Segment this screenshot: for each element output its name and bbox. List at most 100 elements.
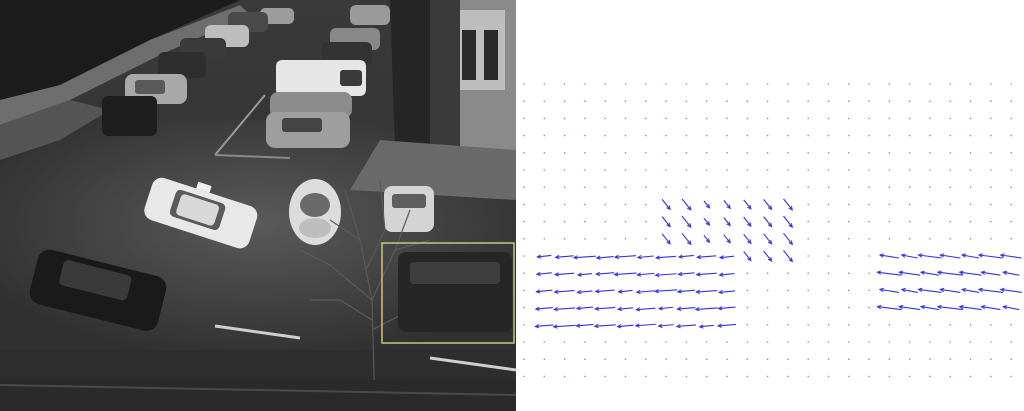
flow-grid-dot: [827, 375, 830, 378]
flow-grid-dot: [685, 341, 688, 343]
flow-grid-dot: [908, 324, 911, 326]
flow-grid-dot: [563, 186, 566, 188]
flow-grid-dot: [746, 358, 749, 361]
flow-grid-dot: [888, 186, 891, 188]
flow-grid-dot: [1010, 203, 1012, 206]
flow-grid-dot: [563, 375, 566, 378]
flow-grid-dot: [1010, 358, 1012, 361]
flow-grid-dot: [766, 117, 769, 120]
flow-grid-dot: [990, 341, 992, 343]
flow-grid-dot: [1010, 341, 1012, 343]
flow-grid-dot: [787, 134, 789, 137]
flow-grid-dot: [1010, 186, 1012, 188]
flow-grid-dot: [523, 203, 525, 206]
flow-grid-dot: [685, 100, 688, 102]
flow-grid-dot: [766, 134, 769, 137]
flow-grid-dot: [766, 100, 769, 102]
flow-grid-dot: [523, 272, 525, 275]
flow-vector-right: [939, 287, 961, 293]
flow-vector-middle: [723, 217, 731, 227]
flow-vector-right: [936, 304, 963, 311]
flow-vector-right: [876, 304, 902, 311]
flow-grid-dot: [746, 152, 749, 154]
flow-grid-dot: [766, 358, 769, 361]
flow-grid-dot: [523, 358, 525, 361]
flow-grid-dot: [787, 341, 789, 343]
flow-grid-dot: [766, 324, 769, 326]
flow-grid-dot: [523, 306, 525, 309]
flow-grid-dot: [746, 324, 749, 326]
flow-grid-dot: [908, 341, 911, 343]
flow-grid-dot: [908, 220, 911, 223]
flow-grid-dot: [746, 375, 749, 378]
flow-grid-dot: [868, 203, 870, 206]
flow-vector-middle: [661, 216, 671, 228]
flow-grid-dot: [929, 220, 931, 223]
flow-vector-left: [535, 289, 553, 294]
flow-vector-right: [960, 287, 980, 293]
flow-grid-dot: [766, 272, 769, 275]
flow-grid-dot: [1010, 83, 1012, 85]
flow-grid-dot: [888, 83, 891, 85]
flow-grid-dot: [685, 117, 688, 120]
flow-grid-dot: [827, 100, 830, 102]
flow-grid-dot: [624, 83, 627, 85]
flow-grid-dot: [726, 134, 728, 137]
flow-grid-dot: [827, 134, 830, 137]
flow-grid-dot: [665, 100, 667, 102]
flow-grid-dot: [848, 134, 850, 137]
flow-grid-dot: [665, 186, 667, 188]
flow-grid-dot: [848, 100, 850, 102]
flow-grid-dot: [746, 83, 749, 85]
flow-grid-dot: [908, 186, 911, 188]
flow-grid-dot: [969, 341, 972, 343]
flow-vector-right: [898, 270, 921, 276]
flow-grid-dot: [969, 238, 972, 240]
flow-grid-dot: [827, 324, 830, 326]
flow-grid-dot: [543, 152, 546, 154]
flow-grid-dot: [848, 324, 850, 326]
flow-grid-dot: [645, 238, 647, 240]
flow-grid-dot: [624, 152, 627, 154]
flow-grid-dot: [604, 152, 606, 154]
flow-grid-dot: [787, 186, 789, 188]
flow-grid-dot: [584, 83, 586, 85]
flow-grid-dot: [807, 134, 809, 137]
flow-grid-dot: [543, 341, 546, 343]
flow-grid-dot: [523, 220, 525, 223]
flow-vector-middle: [743, 199, 752, 210]
flow-vector-left: [695, 272, 717, 277]
flow-vector-right: [999, 253, 1022, 259]
flow-vector-right: [977, 253, 1003, 259]
flow-vector-left: [552, 324, 576, 329]
flow-vector-left: [553, 272, 575, 277]
flow-vector-left: [594, 289, 615, 294]
flow-grid-dot: [705, 169, 708, 171]
flow-grid-dot: [807, 238, 809, 240]
flow-vector-right: [939, 253, 961, 259]
flow-grid-dot: [807, 341, 809, 343]
flow-vectors: [534, 198, 1022, 329]
flow-vector-left: [677, 271, 695, 277]
flow-grid-dot: [969, 324, 972, 326]
flow-grid-dot: [604, 100, 606, 102]
flow-grid-dot: [908, 134, 911, 137]
flow-grid-dot: [929, 186, 931, 188]
flow-grid-dot: [624, 203, 627, 206]
flow-grid-dot: [543, 358, 546, 361]
flow-grid-dot: [827, 220, 830, 223]
flow-vector-left: [695, 289, 718, 295]
flow-grid-dot: [949, 324, 952, 326]
flow-vector-middle: [681, 232, 692, 246]
flow-grid-dot: [969, 134, 972, 137]
flow-vector-left: [657, 323, 674, 328]
flow-grid-dot: [645, 358, 647, 361]
flow-vector-right: [958, 270, 982, 276]
flow-grid-dot: [827, 186, 830, 188]
flow-vector-left: [717, 306, 736, 311]
flow-grid-dot: [848, 289, 850, 292]
sidewalk-left: [0, 100, 110, 160]
flow-vector-middle: [783, 250, 794, 263]
flow-grid-dot: [746, 134, 749, 137]
flow-grid-dot: [705, 117, 708, 120]
